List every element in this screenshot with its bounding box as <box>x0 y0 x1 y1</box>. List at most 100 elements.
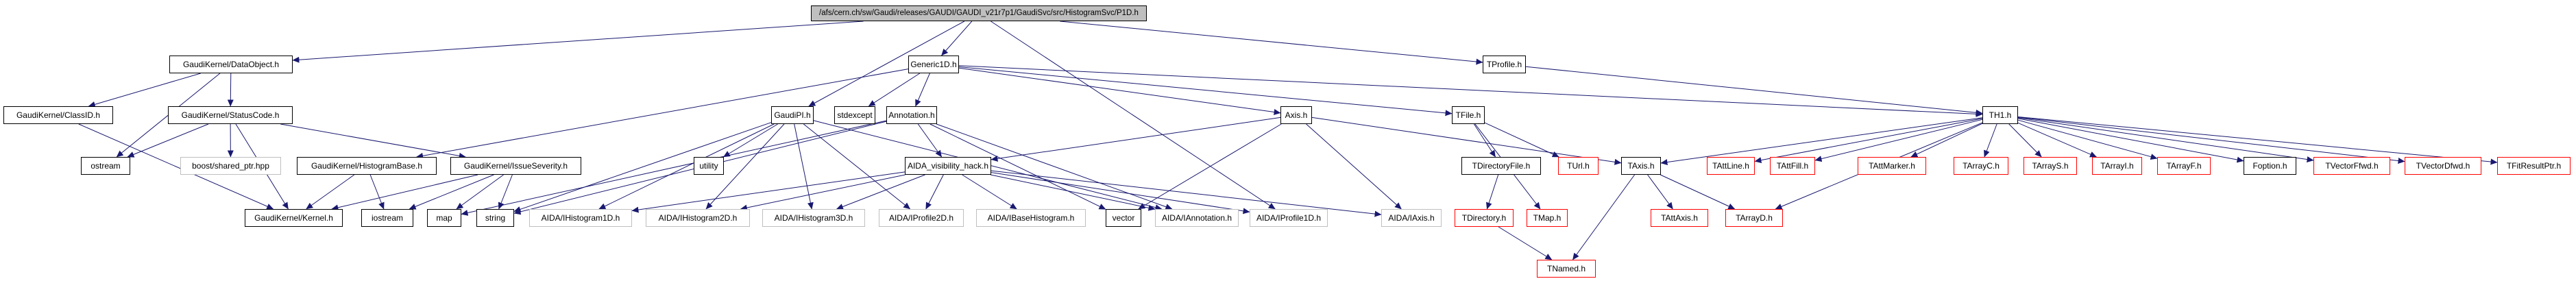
graph-node-tfitresultptr[interactable]: TFitResultPtr.h <box>2497 157 2571 175</box>
include-edge-hack-to-ih1d <box>631 171 906 213</box>
graph-node-ih2d: AIDA/IHistogram2D.h <box>646 209 750 227</box>
graph-node-tvectordfwd[interactable]: TVectorDfwd.h <box>2405 157 2481 175</box>
graph-node-gaudipi[interactable]: GaudiPI.h <box>771 106 814 124</box>
include-edge-histogrambase-to-iostream <box>369 174 385 210</box>
include-edge-taxis-to-tarrayd <box>1660 174 1736 210</box>
include-edge-th1-to-tarrays <box>2008 123 2042 158</box>
include-edge-th1-to-foption <box>2017 118 2244 163</box>
graph-node-ostream: ostream <box>81 157 130 175</box>
graph-node-tvectorffwd[interactable]: TVectorFfwd.h <box>2313 157 2390 175</box>
include-edge-generic1d-to-stdexcept <box>868 73 921 107</box>
graph-node-ibasehistogram: AIDA/IBaseHistogram.h <box>976 209 1086 227</box>
include-edge-tdirectory-to-tnamed <box>1498 226 1553 260</box>
graph-node-dataobject[interactable]: GaudiKernel/DataObject.h <box>169 56 293 73</box>
graph-node-axis[interactable]: Axis.h <box>1280 106 1312 124</box>
include-edge-tdirectoryfile-to-tdirectory <box>1485 174 1499 210</box>
graph-node-statuscode[interactable]: GaudiKernel/StatusCode.h <box>168 106 293 124</box>
graph-node-foption[interactable]: Foption.h <box>2244 157 2296 175</box>
include-edge-hack-to-iprofile1d <box>991 172 1250 215</box>
graph-node-stdexcept: stdexcept <box>834 106 875 124</box>
include-edge-generic1d-to-th1 <box>958 65 1983 117</box>
graph-node-p1d: /afs/cern.ch/sw/Gaudi/releases/GAUDI/GAU… <box>811 5 1147 21</box>
include-edge-axis-to-taxis <box>1311 117 1622 165</box>
include-edge-axis-to-iaxis <box>1306 123 1402 210</box>
graph-node-issueseverity[interactable]: GaudiKernel/IssueSeverity.h <box>450 157 581 175</box>
include-edge-histogrambase-to-kernel <box>306 174 355 210</box>
graph-node-ih3d: AIDA/IHistogram3D.h <box>762 209 865 227</box>
include-edge-generic1d-to-tfile <box>958 66 1453 117</box>
graph-node-tattmarker[interactable]: TAttMarker.h <box>1858 157 1926 175</box>
include-edge-hack-to-ibasehistogram <box>962 174 1017 210</box>
include-edge-tfile-to-turl <box>1484 122 1559 158</box>
include-edge-gaudipi-to-ih1d <box>598 123 775 210</box>
graph-node-tarrayc[interactable]: TArrayC.h <box>1954 157 2008 175</box>
graph-node-tdirectoryfile[interactable]: TDirectoryFile.h <box>1461 157 1541 175</box>
graph-node-annotation[interactable]: Annotation.h <box>886 106 937 124</box>
graph-node-tattline[interactable]: TAttLine.h <box>1707 157 1755 175</box>
include-edge-gaudipi-to-ih2d <box>705 123 785 210</box>
include-edge-generic1d-to-annotation <box>915 73 930 107</box>
include-edge-p1d-to-tprofile <box>1060 21 1483 65</box>
include-edge-th1-to-tattline <box>1754 118 1983 164</box>
include-edge-hack-to-iaxis <box>991 170 1382 217</box>
include-edge-th1-to-tattmarker <box>1910 123 1983 158</box>
include-edge-th1-to-tfitresultptr <box>2017 117 2498 165</box>
include-edge-issueseverity-to-iostream <box>409 174 494 210</box>
include-edge-gaudipi-to-string <box>513 122 772 212</box>
include-edge-hack-to-ih3d <box>836 174 925 210</box>
graph-node-generic1d[interactable]: Generic1D.h <box>908 56 959 73</box>
include-edge-th1-to-tvectorffwd <box>2017 117 2314 162</box>
include-edge-p1d-to-gaudipi <box>808 21 965 107</box>
graph-node-vector: vector <box>1106 209 1141 227</box>
include-edge-th1-to-tattfill <box>1814 119 1983 162</box>
include-edge-taxis-to-tattaxis <box>1647 174 1673 210</box>
include-edge-statuscode-to-ostream <box>127 123 209 158</box>
include-edge-classid-to-kernel <box>78 123 274 210</box>
graph-node-tarrayd[interactable]: TArrayD.h <box>1725 209 1783 227</box>
graph-node-tattfill[interactable]: TAttFill.h <box>1770 157 1815 175</box>
include-edge-dataobject-to-classid <box>88 73 201 108</box>
graph-node-iaxis: AIDA/IAxis.h <box>1381 209 1442 227</box>
include-edge-annotation-to-iannotation <box>936 123 1173 210</box>
include-edge-hack-to-iannotation <box>990 174 1156 211</box>
graph-node-tmap[interactable]: TMap.h <box>1527 209 1568 227</box>
include-edge-axis-to-vector <box>1138 123 1282 210</box>
graph-node-tarrayi[interactable]: TArrayI.h <box>2092 157 2142 175</box>
graph-node-tprofile[interactable]: TProfile.h <box>1483 56 1526 73</box>
include-edge-th1-to-tarrayf <box>2017 119 2158 160</box>
graph-node-tfile[interactable]: TFile.h <box>1452 106 1485 124</box>
graph-node-th1[interactable]: TH1.h <box>1982 106 2018 124</box>
include-edge-issueseverity-to-map <box>456 174 504 210</box>
include-edge-gaudipi-to-iprofile2d <box>803 123 911 210</box>
include-edge-annotation-to-vector <box>929 123 1106 210</box>
graph-node-histogrambase[interactable]: GaudiKernel/HistogramBase.h <box>297 157 437 175</box>
graph-node-tarrayf[interactable]: TArrayF.h <box>2157 157 2211 175</box>
graph-node-tdirectory[interactable]: TDirectory.h <box>1455 209 1514 227</box>
graph-node-map: map <box>427 209 461 227</box>
graph-node-boost: boost/shared_ptr.hpp <box>180 157 281 175</box>
graph-node-tarrays[interactable]: TArrayS.h <box>2024 157 2077 175</box>
graph-node-kernel[interactable]: GaudiKernel/Kernel.h <box>245 209 343 227</box>
graph-node-taxis[interactable]: TAxis.h <box>1621 157 1661 175</box>
include-edge-generic1d-to-histogrambase <box>416 69 909 159</box>
graph-node-iostream: iostream <box>361 209 413 227</box>
include-edge-tprofile-to-th1 <box>1525 66 1983 116</box>
include-edge-issueseverity-to-string <box>498 174 513 210</box>
include-edge-th1-to-tarrayc <box>1984 123 1997 158</box>
graph-node-tnamed[interactable]: TNamed.h <box>1537 260 1596 278</box>
graph-node-iannotation: AIDA/IAnnotation.h <box>1155 209 1239 227</box>
graph-node-hack[interactable]: AIDA_visibility_hack.h <box>905 157 991 175</box>
include-edge-p1d-to-iprofile1d <box>991 21 1276 210</box>
include-edge-th1-to-tvectordfwd <box>2017 117 2405 164</box>
graph-node-iprofile1d: AIDA/IProfile1D.h <box>1250 209 1328 227</box>
graph-node-tattaxis[interactable]: TAttAxis.h <box>1651 209 1708 227</box>
include-edge-dataobject-to-statuscode <box>227 73 234 107</box>
graph-node-turl[interactable]: TUrl.h <box>1558 157 1599 175</box>
include-edge-p1d-to-generic1d <box>941 21 973 56</box>
graph-node-classid[interactable]: GaudiKernel/ClassID.h <box>3 106 113 124</box>
include-edge-hack-to-ih2d <box>740 174 906 211</box>
include-edge-gaudipi-to-utility <box>722 123 778 158</box>
include-edge-generic1d-to-axis <box>958 67 1281 115</box>
